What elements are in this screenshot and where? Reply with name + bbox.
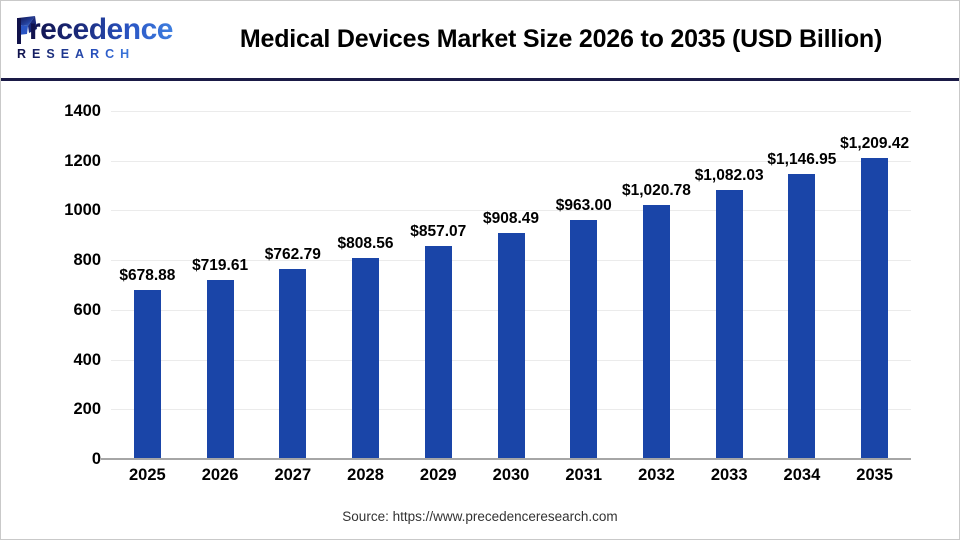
source-note: Source: https://www.precedenceresearch.c… <box>342 509 618 524</box>
bar <box>133 290 161 459</box>
plot-area: $678.88 $719.61 $762.79 $808.56 $857.07 $908.… <box>111 111 911 459</box>
y-axis-tick-label: 1400 <box>64 102 101 120</box>
bar <box>788 173 816 459</box>
y-axis-labels: 1400 1200 1000 800 600 400 200 0 <box>39 103 101 467</box>
x-axis-labels: 2025 2026 2027 2028 2029 2030 2031 2032 2033 2034… <box>111 1 911 539</box>
bar-value-label: $808.56 <box>337 235 394 252</box>
gridline <box>111 111 911 112</box>
bar <box>424 245 452 459</box>
y-axis-tick-label: 200 <box>73 400 101 419</box>
bar-value-label: $857.07 <box>410 222 467 240</box>
bar-value-label: $1,020.78 <box>621 182 691 200</box>
bar <box>642 205 670 459</box>
x-axis-tick-label: 2028 <box>347 466 384 484</box>
chart-title: Medical Devices Market Size 2026 to 2035… <box>239 25 883 53</box>
bar <box>570 219 598 459</box>
x-axis-tick-label: 2029 <box>419 466 457 484</box>
bar <box>715 190 743 459</box>
bar-value-label: $719.61 <box>192 257 249 275</box>
bar-value-label: $1,146.95 <box>767 150 837 168</box>
precedence-research-logo: recedence RESEARCH <box>15 13 173 67</box>
precedence-p-logo-icon <box>15 15 41 45</box>
figure-header: recedence RESEARCH Medical Devices Marke… <box>1 1 959 81</box>
bar <box>279 269 307 459</box>
bar-value-label: $908.49 <box>482 210 540 228</box>
x-axis-tick-label: 2035 <box>856 466 893 484</box>
x-axis-tick-label: 2030 <box>492 466 530 484</box>
bar-value-label: $1,082.03 <box>694 167 764 185</box>
bar <box>497 233 525 459</box>
x-axis-tick-label: 2027 <box>274 466 312 484</box>
x-axis-tick-label: 2033 <box>710 466 748 484</box>
bar-value-label: $762.79 <box>264 246 321 264</box>
bar <box>861 158 889 459</box>
logo-wordmark: recedence <box>29 13 173 46</box>
y-axis-tick-label: 1000 <box>64 201 101 220</box>
bar-value-label: $963.00 <box>555 196 612 214</box>
y-axis-tick-label: 800 <box>73 251 101 270</box>
bar-value-label: $678.88 <box>119 267 176 285</box>
y-axis-tick-label: 400 <box>73 350 101 369</box>
x-axis-tick-label: 2026 <box>201 466 239 484</box>
y-axis-tick-label: 1200 <box>64 151 101 170</box>
logo-subtitle: RESEARCH <box>17 47 136 61</box>
x-axis-line <box>101 458 911 460</box>
bar <box>352 258 380 459</box>
y-axis-tick-label: 600 <box>73 300 101 319</box>
x-axis-tick-label: 2025 <box>129 466 166 484</box>
y-axis-tick-label: 0 <box>91 450 101 468</box>
bar-value-label: $1,209.42 <box>840 135 910 153</box>
x-axis-tick-label: 2034 <box>783 466 821 484</box>
bar <box>206 280 234 459</box>
gridline <box>111 160 911 162</box>
x-axis-tick-label: 2031 <box>565 466 603 484</box>
gridline <box>111 210 911 212</box>
x-axis-tick-label: 2032 <box>638 466 675 484</box>
